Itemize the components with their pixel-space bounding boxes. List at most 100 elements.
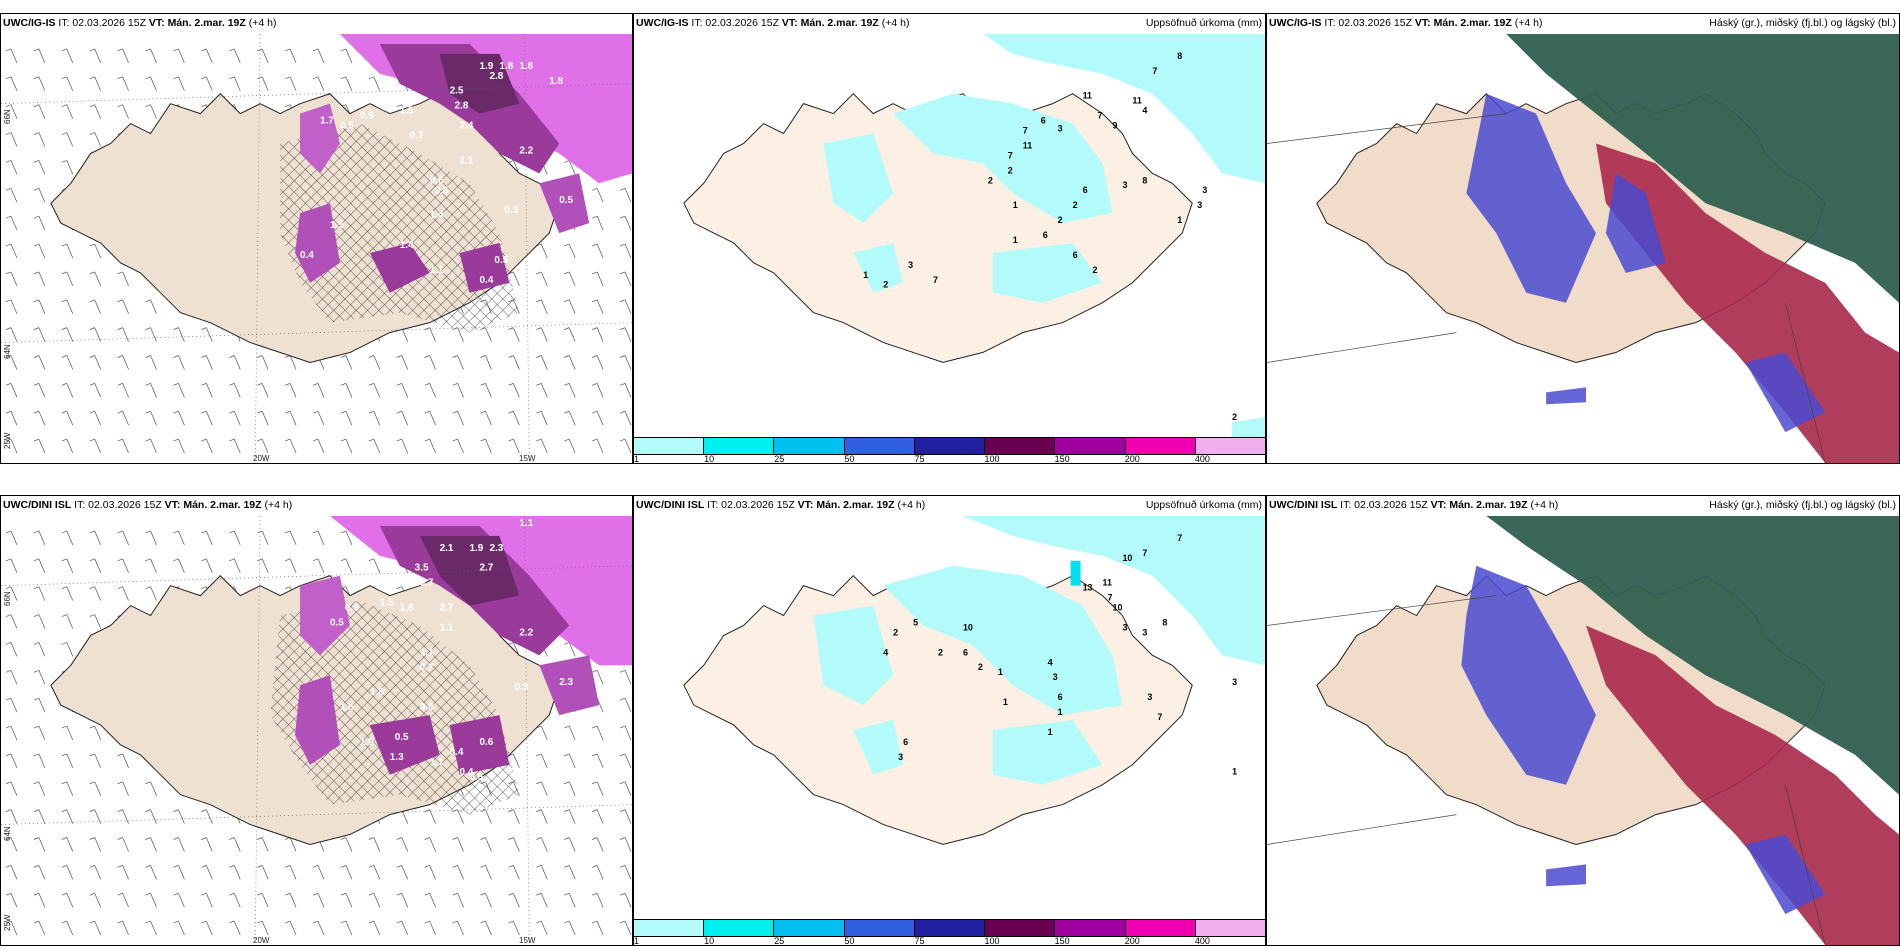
wind-barb	[5, 299, 18, 314]
wind-barb	[619, 753, 632, 768]
wind-barb	[312, 865, 325, 880]
cloud-map	[1267, 516, 1899, 945]
precip-value-label: 9	[1112, 121, 1117, 131]
wind-barb	[452, 892, 464, 908]
precip-value-label: 1.6	[340, 702, 354, 713]
wind-barb	[33, 809, 46, 824]
wind-barb	[89, 865, 102, 880]
precip-value-label: 1	[1058, 707, 1063, 717]
wind-barb	[284, 892, 297, 908]
precip-value-label: 3	[1142, 627, 1147, 637]
wind-barb	[117, 355, 129, 370]
wind-barb	[61, 271, 74, 286]
wind-barb	[61, 327, 74, 342]
lon-label-15w: 15W	[519, 936, 536, 945]
wind-barb	[145, 327, 157, 342]
map-area[interactable]	[1267, 516, 1899, 945]
wind-barb	[312, 410, 325, 426]
wind-barb	[536, 892, 548, 908]
map-area[interactable]: 7 7 10 13 11 7 10 8 3 3 2 5 10 4 2 6 2 1 1 4 3 6 1 3 3 7 1 6 3 1	[634, 516, 1265, 919]
wind-barb	[145, 48, 157, 64]
wind-barb	[452, 355, 464, 370]
wind-barb	[173, 865, 185, 880]
panel-header: UWC/DINI ISL IT: 02.03.2026 15Z VT: Mán.…	[636, 499, 926, 511]
legend-tick-label: 200	[1124, 454, 1140, 464]
wind-barb	[284, 48, 297, 64]
wind-barb	[229, 558, 241, 573]
precip-value-label: 2	[883, 280, 888, 290]
precip-value-label: 3.7	[420, 578, 434, 589]
wind-barb	[5, 243, 18, 259]
precip-value-label: 6	[1073, 250, 1078, 260]
wind-barb	[312, 438, 325, 454]
wind-barb	[145, 865, 157, 880]
precip-value-label: 1	[1013, 235, 1018, 245]
precip-value-label: 1.8	[499, 61, 513, 72]
precip-value-label: 0.4	[460, 767, 474, 778]
precip-value-label: 3	[1122, 622, 1127, 632]
precip-value-label: 4	[883, 647, 888, 657]
precip-value-label: 7	[1107, 593, 1112, 603]
precip-value-label: 1.9	[470, 543, 484, 554]
legend-tick-label: 10	[704, 454, 715, 464]
map-area[interactable]: 1.1 2.1 1.9 2.3 3.5 2.7 3.7 2.3 1.5 1.8 2.7 1.1 0.5 0…	[1, 516, 632, 945]
wind-barb	[284, 530, 297, 546]
precip-value-label: 2	[988, 175, 993, 185]
wind-barb	[89, 725, 102, 741]
wind-barb	[284, 865, 297, 880]
map-area[interactable]: 1.9 1.8 1.8 2.8 2.5 1.8 2.8 1.5 2.4 1.7 0.5 0.9 0.7 2…	[1, 34, 632, 463]
wind-barb	[5, 160, 18, 175]
wind-barb	[536, 410, 548, 426]
legend-tick-label: 50	[844, 936, 855, 946]
precip-value-label: 0.3	[504, 205, 518, 216]
wind-barb	[201, 809, 213, 824]
wind-barb	[33, 160, 46, 175]
precip-value-label: 0.6	[430, 175, 444, 186]
wind-barb	[5, 187, 18, 203]
wind-barb	[312, 920, 325, 936]
wind-barb	[591, 438, 604, 454]
wind-barb	[536, 355, 548, 370]
wind-barb	[284, 920, 297, 936]
wind-barb	[591, 837, 604, 852]
wind-barb	[340, 76, 353, 91]
map-area[interactable]: 8 7 11 11 4 7 6 9 7 3 11 7 2 8 1 6 2 3 3 2 3 1 2 6 1 3 7 1 2 6 2 2	[634, 34, 1265, 437]
wind-barb	[61, 530, 74, 546]
wind-barb	[257, 837, 269, 852]
wind-barb	[61, 48, 74, 64]
wind-barb	[5, 132, 18, 147]
wind-barb	[340, 558, 353, 573]
wind-barb	[61, 132, 74, 147]
wind-barb	[396, 355, 409, 370]
wind-barb	[173, 383, 185, 398]
wind-barb	[619, 187, 632, 203]
wind-barb	[61, 753, 74, 768]
lon-label-20w: 20W	[253, 936, 270, 945]
precip-value-label: 7	[1152, 66, 1157, 76]
wind-barb	[5, 892, 18, 908]
wind-barb	[61, 383, 74, 398]
wind-barb	[61, 614, 74, 629]
wind-barb	[564, 837, 576, 852]
lat-label-64n: 64N	[3, 826, 12, 841]
wind-barb	[229, 355, 241, 370]
wind-barb	[591, 243, 604, 259]
wind-precip-map: 1.12.1 1.9 2.33.5 2.73.72.31.5 1.8 2.71.10.50…	[1, 516, 632, 945]
precip-value-label: 3	[1197, 200, 1202, 210]
wind-barb	[591, 383, 604, 398]
lat-label-25w: 25W	[3, 432, 12, 449]
wind-barb	[591, 865, 604, 880]
wind-barb	[173, 809, 185, 824]
wind-barb	[480, 865, 492, 880]
panel-accum-precip-ig: UWC/IG-IS IT: 02.03.2026 15Z VT: Mán. 2.…	[633, 13, 1266, 464]
precip-value-label: 11	[1083, 91, 1092, 101]
wind-barb	[89, 299, 102, 314]
wind-barb	[619, 697, 632, 713]
map-area[interactable]	[1267, 34, 1899, 463]
wind-barb	[619, 410, 632, 426]
wind-barb	[33, 642, 46, 657]
wind-barb	[33, 753, 46, 768]
precip-legend: 1 10 25 50 75 100 150 200 400	[634, 919, 1265, 945]
